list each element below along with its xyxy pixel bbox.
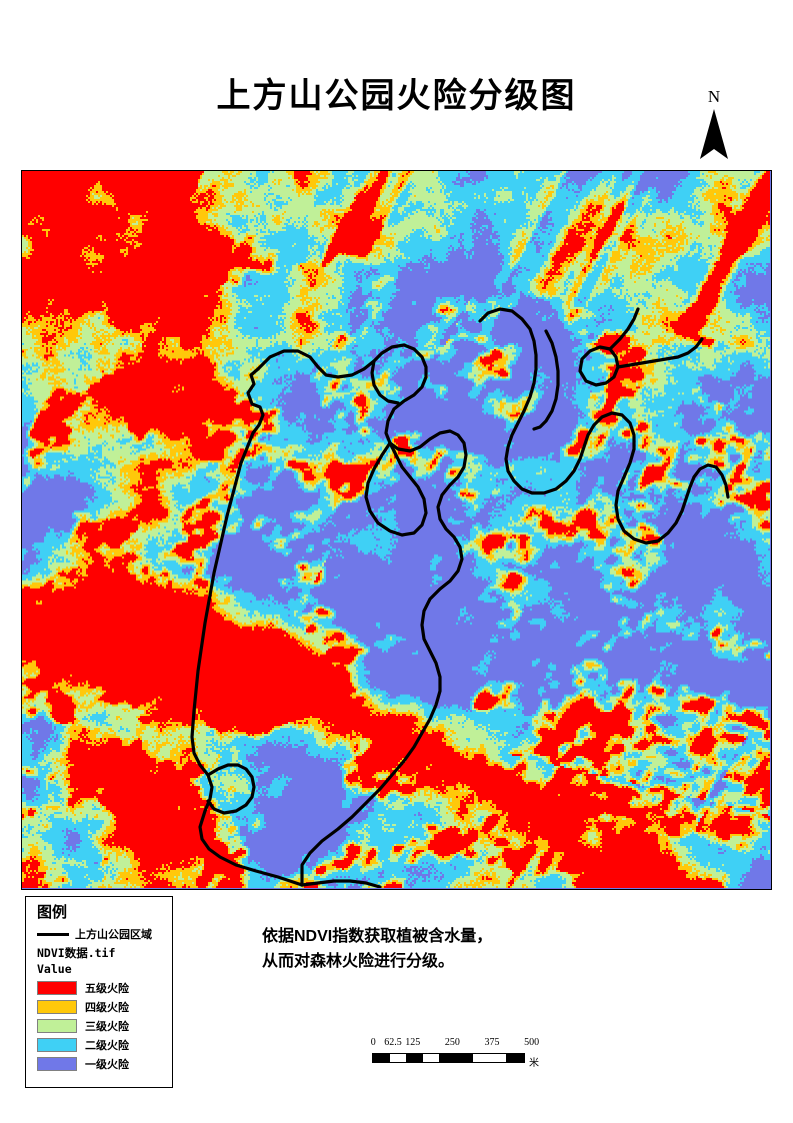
scale-bar-segment — [373, 1054, 390, 1062]
scale-bar-segment — [472, 1054, 506, 1062]
scale-bar-segment — [505, 1054, 524, 1062]
scale-bar: 0 62.5 125 250 375 500 米 — [366, 1037, 546, 1071]
legend-class-label: 五级火险 — [85, 983, 129, 995]
north-arrow-icon — [700, 109, 728, 159]
legend-value-header: Value — [37, 962, 72, 976]
scale-bar-unit: 米 — [529, 1058, 539, 1069]
legend-line-swatch — [37, 932, 69, 936]
park-boundary-path-west — [190, 367, 304, 887]
page-title: 上方山公园火险分级图 — [216, 78, 577, 115]
legend-title: 图例 — [37, 905, 68, 921]
legend: 图例 上方山公园区域 NDVI数据.tif Value 五级火险四级火险三级火险… — [25, 896, 173, 1088]
scale-bar-segment — [389, 1054, 407, 1062]
legend-class-swatch — [37, 1000, 77, 1014]
park-boundary-overlay — [190, 307, 730, 888]
park-boundary-path-ne-branch — [616, 337, 704, 369]
park-boundary-path-central-lobe — [364, 441, 428, 537]
scale-bar-tick: 500 — [524, 1037, 540, 1048]
legend-class-row: 一级火险 — [37, 1055, 172, 1073]
park-boundary-path-ne-island — [532, 329, 560, 431]
legend-class-label: 三级火险 — [85, 1021, 129, 1033]
legend-line-label: 上方山公园区域 — [75, 929, 152, 941]
legend-class-row: 五级火险 — [37, 979, 172, 997]
note-line-1: 依据NDVI指数获取植被含水量， — [262, 928, 493, 945]
scale-bar-labels: 0 62.5 125 250 375 500 — [366, 1037, 546, 1051]
scale-bar-tick: 250 — [444, 1037, 460, 1048]
scale-bar-tick: 125 — [405, 1037, 421, 1048]
legend-class-swatch — [37, 1057, 77, 1071]
scale-bar-segment — [439, 1054, 473, 1062]
scale-bar-tick: 62.5 — [384, 1037, 402, 1048]
legend-class-label: 四级火险 — [85, 1002, 129, 1014]
legend-class-swatch — [37, 1019, 77, 1033]
north-arrow-label: N — [707, 87, 721, 106]
legend-layer-name: NDVI数据.tif — [37, 946, 116, 960]
park-boundary-path-south-tail — [300, 879, 382, 888]
map-canvas-frame[interactable] — [21, 170, 772, 890]
park-boundary-path-northeast — [478, 307, 730, 545]
scale-bar-track — [372, 1053, 525, 1063]
park-boundary-path-west-lobe — [370, 359, 400, 405]
scale-bar-tick: 375 — [484, 1037, 500, 1048]
scale-bar-tick: 0 — [370, 1037, 376, 1048]
legend-class-swatch — [37, 1038, 77, 1052]
scale-bar-segment — [406, 1054, 423, 1062]
legend-class-label: 二级火险 — [85, 1040, 129, 1052]
park-boundary-path-north — [256, 343, 468, 887]
map-description-note: 依据NDVI指数获取植被含水量， 从而对森林火险进行分级。 — [262, 924, 562, 974]
note-line-2: 从而对森林火险进行分级。 — [262, 953, 455, 970]
park-boundary-path-southwest — [206, 763, 256, 815]
legend-class-row: 二级火险 — [37, 1036, 172, 1054]
legend-class-row: 四级火险 — [37, 998, 172, 1016]
legend-class-swatch — [37, 981, 77, 995]
legend-class-label: 一级火险 — [85, 1059, 129, 1071]
legend-item-park-boundary: 上方山公园区域 — [37, 926, 172, 942]
legend-class-list: 五级火险四级火险三级火险二级火险一级火险 — [37, 979, 172, 1073]
park-boundary-path-ne-knot — [578, 345, 620, 387]
park-boundary-path-ne-spur — [608, 307, 640, 351]
legend-class-row: 三级火险 — [37, 1017, 172, 1035]
north-arrow: N — [694, 88, 734, 162]
scale-bar-segment — [422, 1054, 440, 1062]
